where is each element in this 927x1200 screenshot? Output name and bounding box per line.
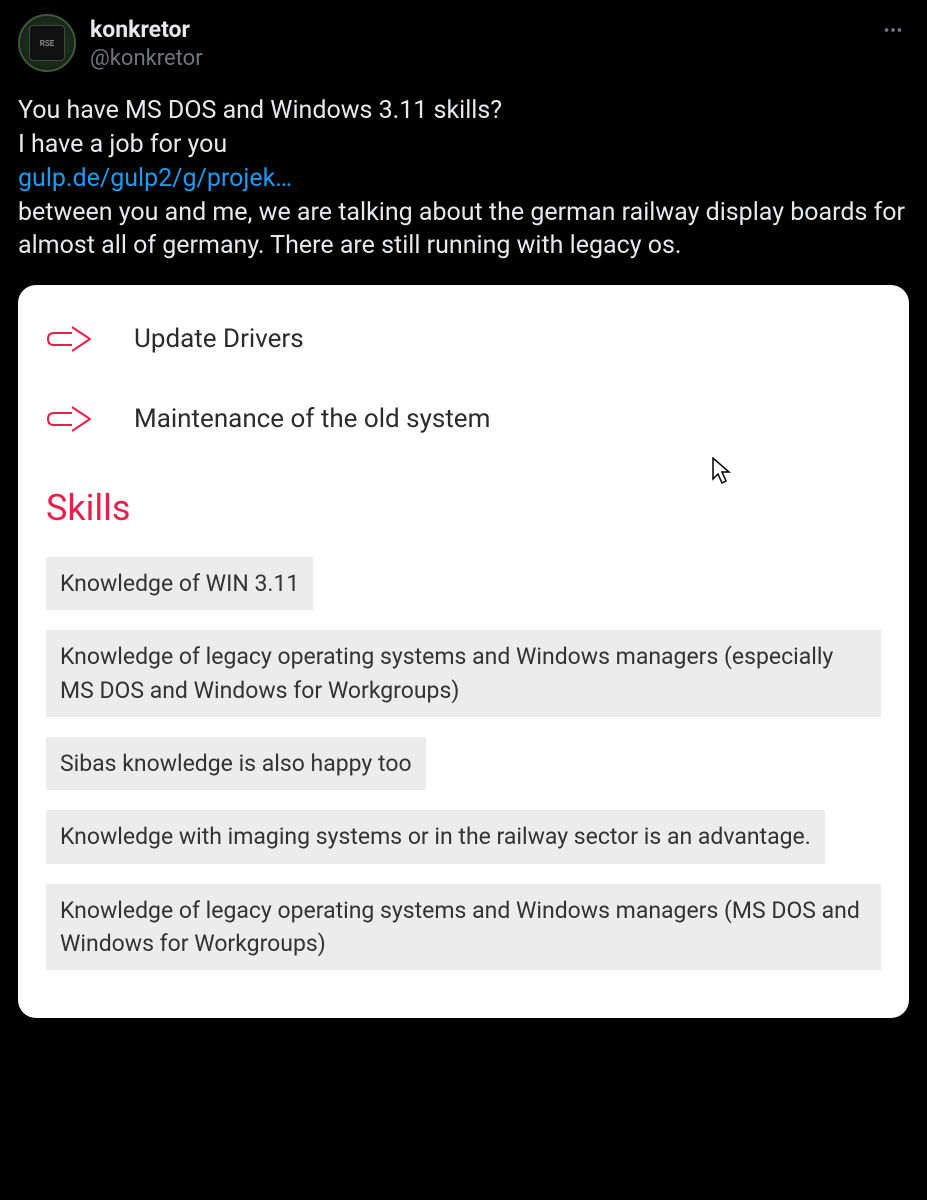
tweet-body: You have MS DOS and Windows 3.11 skills?… [18,94,909,263]
arrow-right-icon [46,319,102,359]
cursor-icon [712,457,732,485]
task-label: Update Drivers [134,324,304,354]
skill-pill: Sibas knowledge is also happy too [46,737,426,790]
more-button[interactable] [877,18,909,42]
avatar-image: RSE [29,25,65,61]
skill-pill: Knowledge of WIN 3.11 [46,557,313,610]
embedded-card[interactable]: Update Drivers Maintenance of the old sy… [18,285,909,1018]
user-names: konkretor @konkretor [90,14,203,72]
tweet-link[interactable]: gulp.de/gulp2/g/projek… [18,164,292,193]
tweet-line-2: I have a job for you [18,130,227,159]
tweet-line-1: You have MS DOS and Windows 3.11 skills? [18,96,502,125]
skills-heading: Skills [46,487,881,529]
display-name[interactable]: konkretor [90,16,203,45]
arrow-right-icon [46,399,102,439]
avatar[interactable]: RSE [18,14,76,72]
task-row: Update Drivers [46,319,881,359]
tweet-header: RSE konkretor @konkretor [18,14,909,72]
tweet-container: RSE konkretor @konkretor You have MS DOS… [0,0,927,1036]
task-row: Maintenance of the old system [46,399,881,439]
tweet-line-3: between you and me, we are talking about… [18,198,905,261]
skill-pill: Knowledge of legacy operating systems an… [46,884,881,971]
user-handle[interactable]: @konkretor [90,45,203,73]
skill-pill: Knowledge with imaging systems or in the… [46,810,825,863]
task-label: Maintenance of the old system [134,404,490,434]
skill-pill: Knowledge of legacy operating systems an… [46,630,881,717]
more-icon [882,19,904,41]
